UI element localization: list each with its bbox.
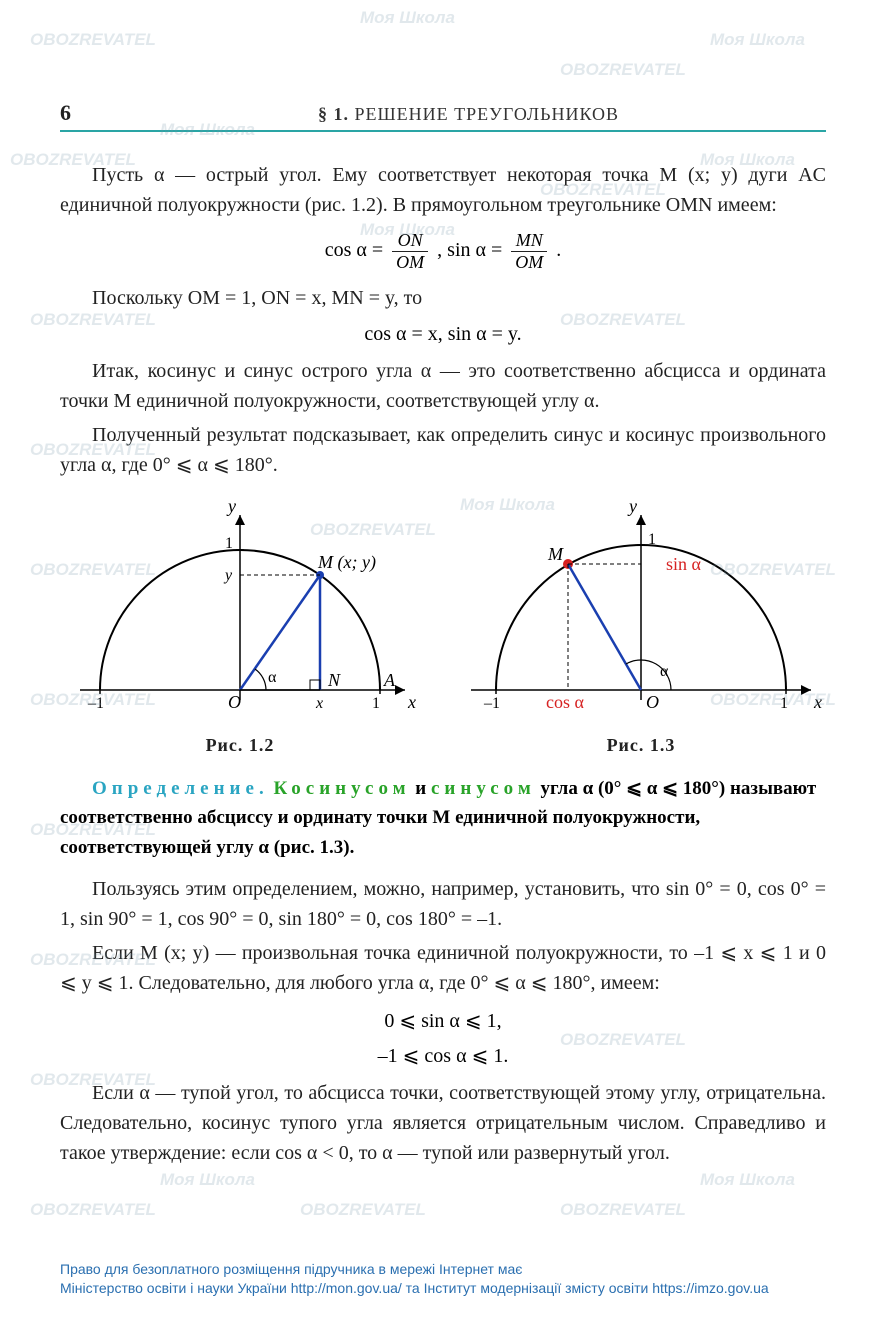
footer: Право для безоплатного розміщення підруч… [60,1260,856,1299]
watermark: Моя Школа [700,1170,795,1190]
figure-1-2: y x 1 –1 1 O N A x y α M (x; y) Рис. 1.2 [60,500,420,756]
fig13-alpha: α [660,663,669,680]
eq1-cos-den: OM [392,252,428,273]
fig13-M: M [547,544,564,564]
page-header: 6 § 1. РЕШЕНИЕ ТРЕУГОЛЬНИКОВ [60,100,826,132]
fig12-y-axis-label: y [226,500,236,516]
fig13-cos-label: cos α [546,692,584,712]
defn-i: и [411,778,431,799]
defn-sinusom: синусом [431,778,536,799]
paragraph-5: Пользуясь этим определением, можно, напр… [60,874,826,934]
textbook-page: Моя Школа OBOZREVATEL Моя Школа OBOZREVA… [0,0,886,1329]
equation-1: cos α = ON OM , sin α = MN OM . [60,230,826,273]
section-name: РЕШЕНИЕ ТРЕУГОЛЬНИКОВ [354,104,619,124]
fig13-y-axis-label: y [627,500,637,516]
footer-line2: Міністерство освіти і науки України http… [60,1279,856,1299]
fig13-x-axis-label: x [813,692,822,712]
fig12-A: A [383,670,396,690]
watermark: OBOZREVATEL [30,1200,156,1220]
eq1-tail: . [556,239,561,261]
fig13-tick-1: 1 [648,531,656,548]
fig12-tick-neg1: –1 [87,695,104,712]
fig13-sin-label: sin α [666,554,702,574]
fig13-O: O [646,692,659,712]
watermark: OBOZREVATEL [560,60,686,80]
fig12-tick-1x: 1 [372,695,380,712]
watermark: Моя Школа [360,8,455,28]
defn-opredelenie: Определение. [92,778,269,799]
watermark: OBOZREVATEL [560,1200,686,1220]
watermark: Моя Школа [710,30,805,50]
watermark: OBOZREVATEL [300,1200,426,1220]
equation-3a: 0 ⩽ sin α ⩽ 1, [60,1008,826,1033]
paragraph-1: Пусть α — острый угол. Ему соответствует… [60,160,826,220]
fig12-x-axis-label: x [407,692,416,712]
paragraph-3: Итак, косинус и синус острого угла α — э… [60,356,826,416]
eq1-sin-den: OM [511,252,547,273]
figures-row: y x 1 –1 1 O N A x y α M (x; y) Рис. 1.2 [60,500,826,756]
fig13-tick-1x: 1 [780,695,788,712]
paragraph-7: Если α — тупой угол, то абсцисса точки, … [60,1078,826,1168]
watermark: OBOZREVATEL [30,30,156,50]
eq1-sin-label: , sin α = [437,239,502,261]
fig13-caption: Рис. 1.3 [456,735,826,756]
fig12-N: N [327,670,341,690]
page-number: 6 [60,100,71,126]
equation-2: cos α = x, sin α = y. [60,323,826,346]
fig12-O: O [228,692,241,712]
fig13-svg: y x 1 –1 1 O M α sin α cos α [456,500,826,730]
eq1-cos-label: cos α = [325,239,383,261]
section-prefix: § 1. [318,104,349,124]
fig12-M: M (x; y) [317,552,376,573]
fig12-tick-1: 1 [225,535,233,552]
fig13-tick-neg1: –1 [483,695,500,712]
figure-1-3: y x 1 –1 1 O M α sin α cos α Рис. 1.3 [456,500,826,756]
footer-line1: Право для безоплатного розміщення підруч… [60,1260,856,1280]
watermark: Моя Школа [160,1170,255,1190]
definition: Определение. Косинусом и синусом угла α … [60,774,826,862]
paragraph-4: Полученный результат подсказывает, как о… [60,420,826,480]
equation-3b: –1 ⩽ cos α ⩽ 1. [60,1043,826,1068]
eq1-sin-num: MN [511,230,547,252]
eq1-cos-num: ON [392,230,428,252]
fig12-yt: y [223,567,233,584]
defn-kosinusom: Косинусом [273,778,410,799]
section-title: § 1. РЕШЕНИЕ ТРЕУГОЛЬНИКОВ [111,104,826,125]
paragraph-2: Поскольку OM = 1, ON = x, MN = y, то [60,283,826,313]
fig12-xt: x [315,695,323,712]
paragraph-6: Если M (x; y) — произвольная точка едини… [60,938,826,998]
fig12-svg: y x 1 –1 1 O N A x y α M (x; y) [60,500,420,730]
fig12-caption: Рис. 1.2 [60,735,420,756]
fig12-alpha: α [268,669,277,686]
